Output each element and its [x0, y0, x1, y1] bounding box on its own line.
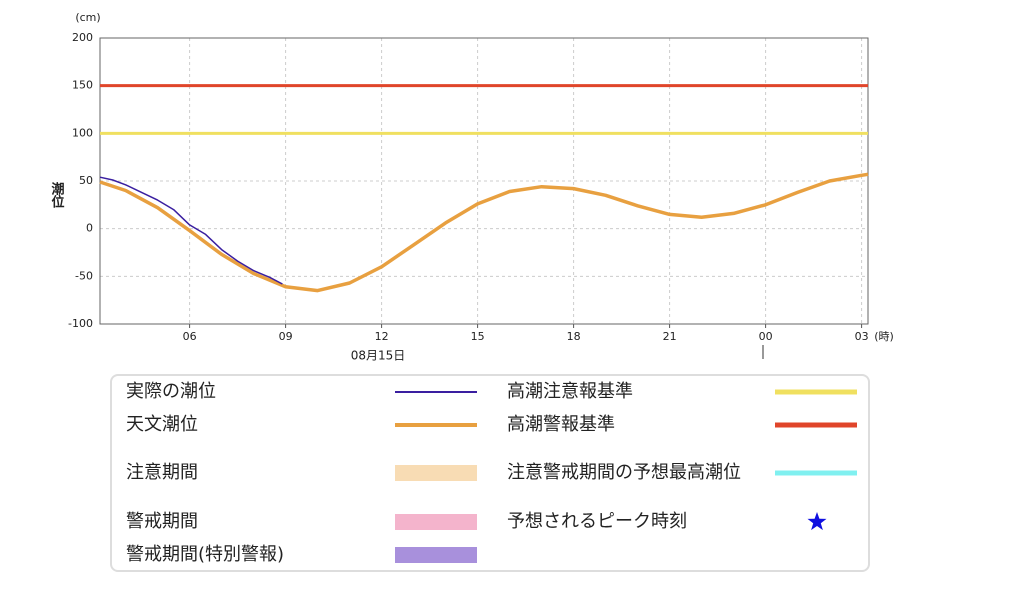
series-line	[99, 172, 869, 293]
y-axis-label: 潮位	[49, 181, 65, 209]
legend-label: 警戒期間	[126, 511, 198, 532]
x-tick-label: 12	[375, 330, 389, 343]
legend-label: 天文潮位	[126, 414, 198, 435]
y-tick-label: 200	[72, 31, 93, 44]
swatch-band	[395, 547, 477, 563]
legend-swatch	[775, 389, 857, 395]
legend-swatch	[775, 422, 857, 428]
y-tick-label: 50	[79, 174, 93, 187]
legend-swatch	[395, 391, 477, 393]
legend-label: 高潮警報基準	[507, 414, 615, 435]
legend-label: 実際の潮位	[126, 381, 216, 402]
chart: (cm) (時) 潮位 08月15日 -100 -50 0 50 100 150 200 06…	[49, 11, 894, 363]
x-tick-label: 03	[855, 330, 869, 343]
legend-label: 警戒期間(特別警報)	[126, 544, 285, 565]
x-tick-label: 15	[471, 330, 485, 343]
y-unit: (cm)	[75, 11, 100, 24]
legend-label: 予想されるピーク時刻	[507, 511, 687, 532]
date-label: 08月15日	[351, 349, 406, 363]
plot-frame	[99, 37, 869, 325]
x-tick-label: 18	[567, 330, 581, 343]
legend-swatch	[775, 470, 857, 476]
legend-label: 注意警戒期間の予想最高潮位	[507, 462, 741, 483]
swatch-band	[395, 465, 477, 481]
y-tick-label: 100	[72, 126, 93, 139]
legend-swatch	[395, 547, 477, 563]
y-tick-label: -100	[68, 317, 93, 330]
legend-swatch	[395, 465, 477, 481]
legend-swatch	[395, 514, 477, 530]
legend-swatch	[807, 512, 827, 531]
y-tick-label: 150	[72, 79, 93, 92]
x-unit: (時)	[874, 330, 894, 343]
swatch-band	[395, 514, 477, 530]
x-tick-label: 00	[759, 330, 773, 343]
swatch-star	[807, 512, 827, 531]
x-tick-label: 09	[279, 330, 293, 343]
series-line	[99, 176, 283, 285]
legend: 実際の潮位天文潮位注意期間警戒期間警戒期間(特別警報) 高潮注意報基準 高潮警報基準…	[110, 374, 870, 572]
y-tick-label: 0	[86, 222, 93, 235]
y-tick-label: -50	[75, 269, 93, 282]
legend-swatch	[395, 423, 477, 427]
legend-label: 注意期間	[126, 462, 198, 483]
x-tick-label: 06	[183, 330, 197, 343]
legend-label: 高潮注意報基準	[507, 381, 633, 402]
x-tick-label: 21	[663, 330, 677, 343]
